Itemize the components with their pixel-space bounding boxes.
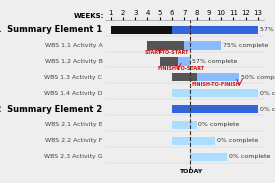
Bar	[172, 121, 197, 129]
Bar	[172, 105, 258, 113]
Bar	[160, 57, 178, 66]
Text: WBS 1.4 Activity D: WBS 1.4 Activity D	[44, 91, 102, 96]
Text: WBS 1.2 Activity B: WBS 1.2 Activity B	[45, 59, 102, 64]
Text: WBS 2  Summary Element 2: WBS 2 Summary Element 2	[0, 104, 102, 114]
Bar	[172, 137, 215, 145]
Bar	[111, 26, 172, 34]
Text: START-TO-START: START-TO-START	[145, 50, 189, 55]
Text: 0% complete: 0% complete	[260, 91, 275, 96]
Text: TODAY: TODAY	[179, 169, 202, 174]
Text: 57% complete: 57% complete	[192, 59, 238, 64]
Text: 0% complete: 0% complete	[229, 154, 270, 159]
Text: WBS 1.1 Activity A: WBS 1.1 Activity A	[45, 43, 102, 48]
Bar	[172, 89, 258, 97]
Text: 75% complete: 75% complete	[223, 43, 268, 48]
Bar	[172, 73, 197, 81]
Text: FINISH-TO-START: FINISH-TO-START	[157, 66, 204, 71]
Text: 50% complete: 50% complete	[241, 75, 275, 80]
Text: WEEKS:: WEEKS:	[74, 13, 104, 19]
Bar	[190, 153, 227, 161]
Bar	[147, 41, 184, 50]
Text: WBS 2.2 Activity F: WBS 2.2 Activity F	[45, 138, 102, 143]
Bar	[178, 57, 190, 66]
Bar	[197, 73, 240, 81]
Bar	[172, 26, 258, 34]
Text: 57% complete: 57% complete	[260, 27, 275, 32]
Bar	[184, 41, 221, 50]
Text: 0% complete: 0% complete	[217, 138, 258, 143]
Text: WBS 1  Summary Element 1: WBS 1 Summary Element 1	[0, 25, 102, 34]
Text: FINISH-TO-FINISH: FINISH-TO-FINISH	[192, 82, 240, 87]
Text: 0% complete: 0% complete	[198, 122, 240, 127]
Text: WBS 1.3 Activity C: WBS 1.3 Activity C	[44, 75, 102, 80]
Text: WBS 2.1 Activity E: WBS 2.1 Activity E	[45, 122, 102, 127]
Text: WBS 2.3 Activity G: WBS 2.3 Activity G	[44, 154, 102, 159]
Text: 0% complete: 0% complete	[260, 107, 275, 112]
